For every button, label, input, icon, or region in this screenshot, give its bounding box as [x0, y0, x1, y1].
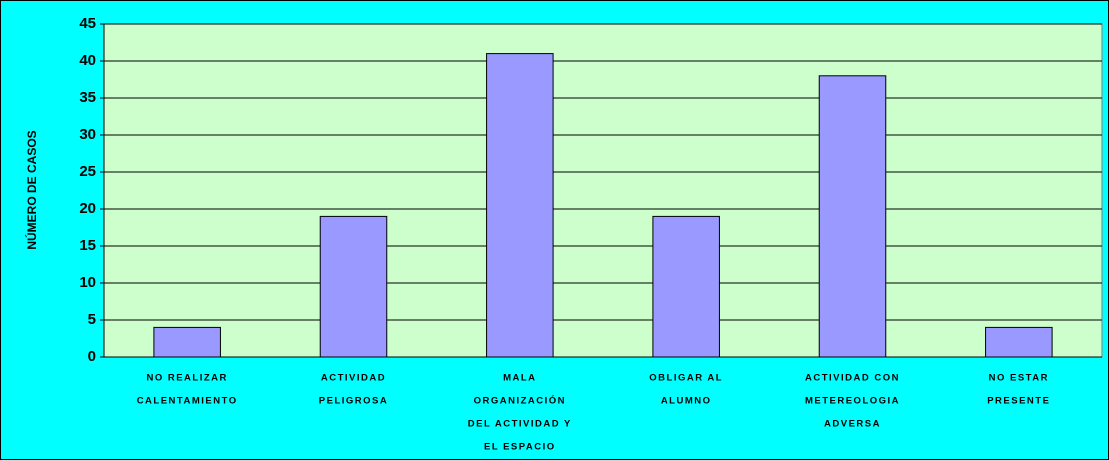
y-tick-label: 25 [79, 163, 96, 180]
y-tick-label: 45 [79, 15, 96, 32]
y-tick-label: 30 [79, 126, 96, 143]
bar [486, 53, 554, 358]
bar [818, 75, 887, 358]
bar [985, 326, 1053, 358]
x-tick-label: OBLIGAR AL [649, 373, 723, 384]
bar [652, 215, 720, 358]
y-axis-label: NÚMERO DE CASOS [24, 130, 39, 249]
x-tick-label: DEL ACTIVIDAD Y [468, 419, 572, 430]
y-tick-label: 40 [79, 52, 96, 69]
y-tick-label: 5 [88, 311, 96, 328]
y-tick-label: 35 [79, 89, 96, 106]
x-tick-label: PELIGROSA [319, 396, 388, 407]
y-tick-label: 15 [79, 237, 96, 254]
x-tick-label: ACTIVIDAD [321, 373, 386, 384]
bar [153, 326, 221, 358]
y-tick-label: 10 [79, 274, 96, 291]
x-tick-label: CALENTAMIENTO [137, 396, 238, 407]
x-tick-label: ORGANIZACIÓN [474, 395, 566, 407]
x-tick-label: NO ESTAR [989, 373, 1049, 384]
y-tick-label: 20 [79, 200, 96, 217]
bar [319, 215, 388, 358]
x-tick-label: METEREOLOGIA [805, 396, 900, 407]
x-tick-label: NO REALIZAR [146, 373, 227, 384]
x-tick-label: EL ESPACIO [484, 442, 556, 453]
plot-area [103, 23, 1103, 358]
x-tick-label: PRESENTE [987, 396, 1050, 407]
x-tick-label: MALA [503, 373, 536, 384]
x-tick-label: ADVERSA [824, 419, 881, 430]
x-tick-label: ALUMNO [661, 396, 712, 407]
x-tick-label: ACTIVIDAD CON [805, 373, 900, 384]
y-tick-label: 0 [88, 348, 96, 365]
